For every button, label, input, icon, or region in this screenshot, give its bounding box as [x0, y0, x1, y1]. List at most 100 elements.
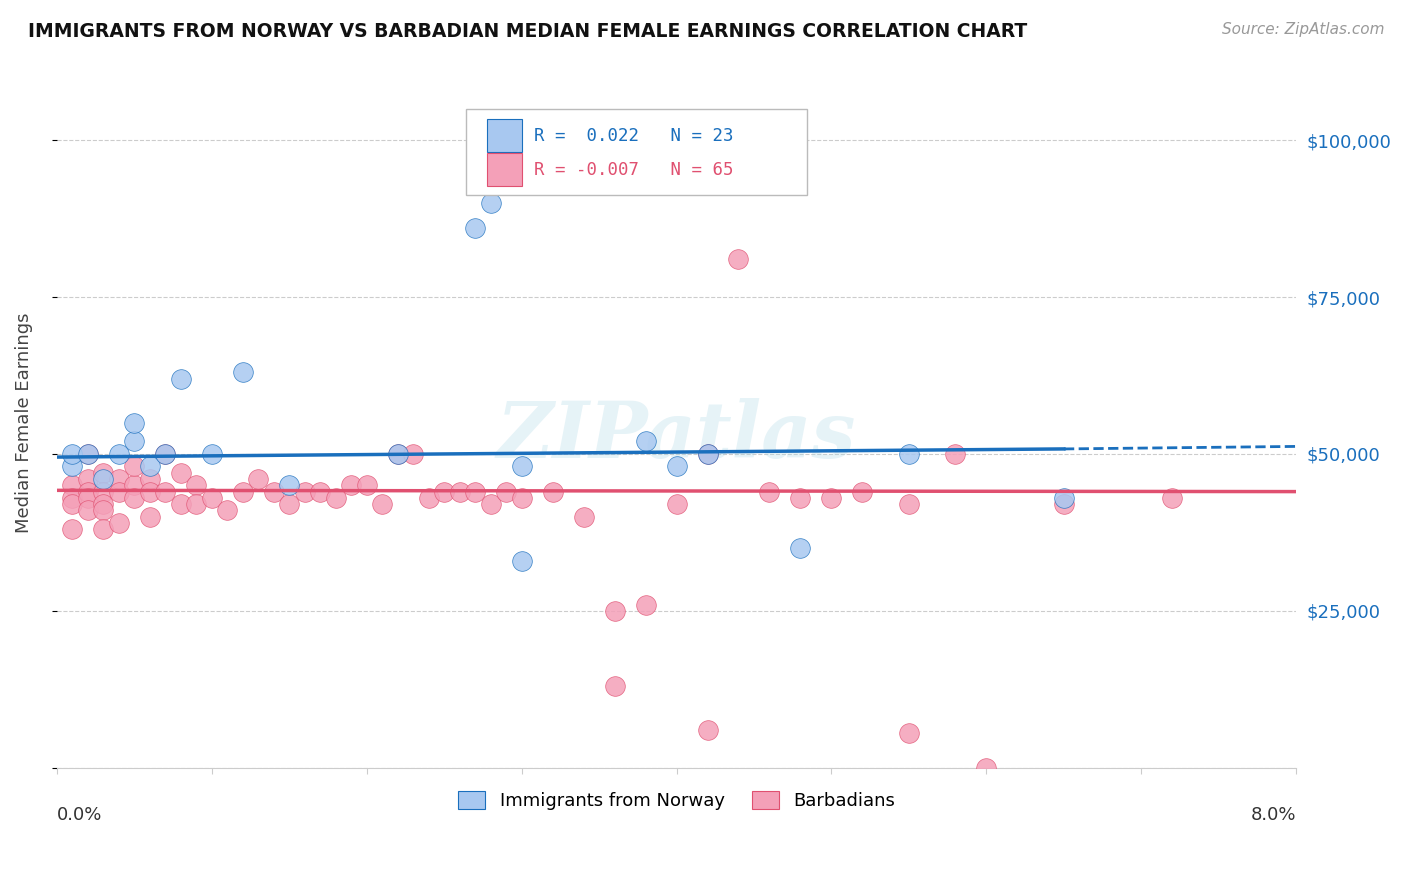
Point [122, 434, 145, 449]
Point [433, 484, 456, 499]
Point [495, 484, 517, 499]
Point [263, 484, 285, 499]
Point [340, 478, 363, 492]
Point [153, 447, 176, 461]
Point [897, 726, 920, 740]
Point [510, 554, 533, 568]
Point [665, 459, 688, 474]
Text: Source: ZipAtlas.com: Source: ZipAtlas.com [1222, 22, 1385, 37]
Point [184, 497, 207, 511]
Point [510, 459, 533, 474]
Point [153, 447, 176, 461]
Point [1161, 491, 1184, 505]
Point [200, 447, 222, 461]
Point [60, 447, 83, 461]
FancyBboxPatch shape [486, 153, 522, 186]
Point [696, 447, 718, 461]
Point [169, 371, 191, 385]
Point [945, 447, 967, 461]
Point [356, 478, 378, 492]
Point [897, 497, 920, 511]
Point [696, 723, 718, 737]
Point [232, 365, 254, 379]
Point [294, 484, 316, 499]
Point [309, 484, 332, 499]
Point [572, 509, 595, 524]
Point [464, 221, 486, 235]
Text: 8.0%: 8.0% [1251, 805, 1296, 823]
Point [122, 491, 145, 505]
Point [464, 484, 486, 499]
Point [76, 491, 98, 505]
Point [107, 516, 129, 530]
Point [76, 503, 98, 517]
Point [634, 598, 657, 612]
Point [325, 491, 347, 505]
Point [91, 484, 114, 499]
Point [60, 478, 83, 492]
Point [91, 466, 114, 480]
Point [169, 466, 191, 480]
Point [60, 497, 83, 511]
Point [541, 484, 564, 499]
Point [76, 447, 98, 461]
Text: 0.0%: 0.0% [56, 805, 103, 823]
Point [696, 447, 718, 461]
FancyBboxPatch shape [486, 119, 522, 153]
Text: IMMIGRANTS FROM NORWAY VS BARBADIAN MEDIAN FEMALE EARNINGS CORRELATION CHART: IMMIGRANTS FROM NORWAY VS BARBADIAN MEDI… [28, 22, 1028, 41]
Point [665, 497, 688, 511]
Point [122, 478, 145, 492]
Point [169, 497, 191, 511]
Point [634, 434, 657, 449]
Point [897, 447, 920, 461]
Point [217, 503, 239, 517]
Point [1053, 497, 1076, 511]
Text: R = -0.007   N = 65: R = -0.007 N = 65 [534, 161, 734, 179]
Point [91, 503, 114, 517]
Point [91, 472, 114, 486]
Point [76, 472, 98, 486]
Point [107, 472, 129, 486]
Legend: Immigrants from Norway, Barbadians: Immigrants from Norway, Barbadians [451, 783, 903, 817]
Point [60, 459, 83, 474]
Point [418, 491, 440, 505]
Point [60, 522, 83, 536]
Point [603, 679, 626, 693]
FancyBboxPatch shape [465, 109, 807, 194]
Point [449, 484, 471, 499]
Point [60, 491, 83, 505]
Point [107, 447, 129, 461]
Point [727, 252, 749, 267]
Point [789, 491, 811, 505]
Y-axis label: Median Female Earnings: Median Female Earnings [15, 312, 32, 533]
Point [138, 472, 160, 486]
Point [200, 491, 222, 505]
Point [820, 491, 842, 505]
Point [247, 472, 270, 486]
Point [603, 604, 626, 618]
Point [851, 484, 873, 499]
Point [976, 761, 998, 775]
Point [479, 497, 502, 511]
Point [138, 509, 160, 524]
Point [184, 478, 207, 492]
Point [387, 447, 409, 461]
Text: ZIPatlas: ZIPatlas [496, 398, 856, 475]
Point [1053, 491, 1076, 505]
Point [479, 196, 502, 211]
Point [278, 497, 301, 511]
Point [138, 484, 160, 499]
Point [402, 447, 425, 461]
Point [122, 459, 145, 474]
Point [122, 416, 145, 430]
Point [510, 491, 533, 505]
Point [91, 497, 114, 511]
Point [232, 484, 254, 499]
Point [138, 459, 160, 474]
Point [371, 497, 394, 511]
Text: R =  0.022   N = 23: R = 0.022 N = 23 [534, 128, 734, 145]
Point [76, 484, 98, 499]
Point [91, 522, 114, 536]
Point [107, 484, 129, 499]
Point [758, 484, 780, 499]
